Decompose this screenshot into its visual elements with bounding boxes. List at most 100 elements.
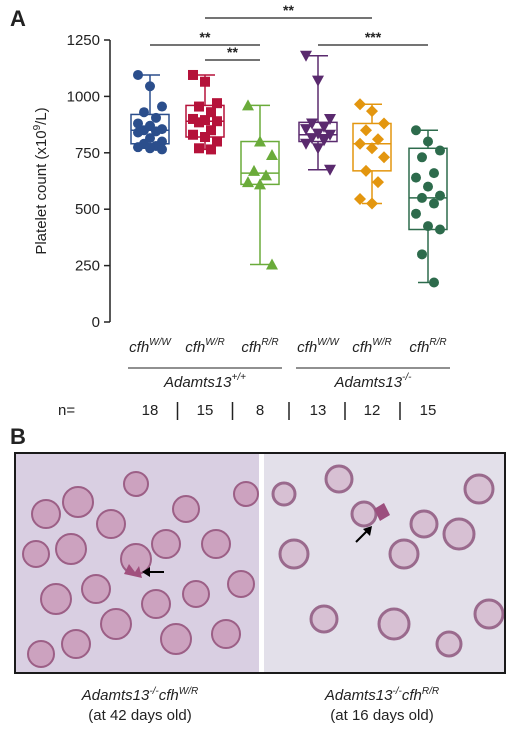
blood-smear-images <box>14 452 506 674</box>
data-point <box>157 144 167 155</box>
data-point <box>133 69 143 80</box>
data-point <box>254 135 266 147</box>
significance-label: ** <box>283 2 294 18</box>
group-label-base: cfh <box>241 339 261 356</box>
group-label: cfhW/W <box>129 337 172 356</box>
data-point <box>312 143 324 155</box>
genotype-label-sup: -/- <box>402 372 412 383</box>
data-point <box>242 99 254 111</box>
caption-right-sup2: R/R <box>421 686 440 697</box>
data-point <box>145 81 155 92</box>
data-point <box>366 142 378 155</box>
group-label-sup: W/W <box>149 337 172 348</box>
data-point <box>435 145 445 156</box>
group-label-sup: W/R <box>205 337 224 348</box>
y-tick-label: 500 <box>75 201 100 218</box>
data-point <box>206 125 216 136</box>
genotype-label: Adamts13-/- <box>334 372 413 391</box>
data-point <box>212 136 222 147</box>
data-point <box>194 143 204 154</box>
data-point <box>133 118 143 129</box>
y-tick-label: 750 <box>75 145 100 162</box>
panel-b-label: B <box>10 424 26 449</box>
caption-left-age: (at 42 days old) <box>88 707 192 724</box>
significance-label: ** <box>200 29 211 45</box>
data-point <box>360 164 372 177</box>
data-point <box>242 176 254 188</box>
group-label-base: cfh <box>352 339 372 356</box>
platelet-count-chart: 0 250 500 750 1000 1250 Platelet count (x109/L… <box>32 2 450 420</box>
data-point <box>200 115 210 126</box>
caption-right-gene: Adamts13 <box>324 687 393 704</box>
data-point <box>429 277 439 288</box>
data-point <box>212 116 222 127</box>
data-point <box>324 164 336 176</box>
n-count: 18 <box>142 402 159 419</box>
data-point <box>423 181 433 192</box>
data-point <box>435 190 445 201</box>
caption-right-mid: cfh <box>401 687 422 704</box>
group-label-sup: R/R <box>429 337 446 348</box>
n-count: 8 <box>256 402 264 419</box>
data-point <box>354 193 366 206</box>
data-point <box>411 172 421 183</box>
data-point <box>354 137 366 150</box>
data-point <box>312 128 324 140</box>
data-point <box>206 144 216 155</box>
data-point <box>212 98 222 109</box>
group-label-sup: W/W <box>317 337 340 348</box>
data-point <box>324 113 336 125</box>
data-point <box>417 249 427 260</box>
data-point <box>194 117 204 128</box>
box-iqr <box>240 140 280 186</box>
n-count: 12 <box>364 402 381 419</box>
data-point <box>429 168 439 179</box>
data-point <box>200 132 210 143</box>
genotype-label-base: Adamts13 <box>163 374 232 391</box>
n-count: 15 <box>420 402 437 419</box>
data-point <box>188 129 198 140</box>
data-point <box>417 192 427 203</box>
data-point <box>133 127 143 138</box>
data-point <box>200 76 210 87</box>
data-point <box>411 125 421 136</box>
group-label-base: cfh <box>297 339 317 356</box>
data-point <box>260 169 272 181</box>
data-point <box>354 98 366 111</box>
box-iqr <box>352 122 392 172</box>
group-label: cfhR/R <box>241 337 278 356</box>
y-tick-label: 250 <box>75 258 100 275</box>
data-point <box>300 138 312 150</box>
significance-label: ** <box>227 44 238 60</box>
caption-left-sup1: -/- <box>149 686 159 697</box>
caption-left-mid: cfh <box>158 687 179 704</box>
data-point <box>300 50 312 62</box>
group-label-base: cfh <box>129 339 149 356</box>
data-point <box>266 258 278 270</box>
data-point <box>133 142 143 153</box>
group-label-base: cfh <box>409 339 429 356</box>
genotype-label-base: Adamts13 <box>334 374 403 391</box>
data-point <box>145 143 155 154</box>
y-axis-label-sup: 9 <box>32 124 43 130</box>
data-point <box>411 208 421 219</box>
panel-a-label: A <box>10 6 26 31</box>
n-label: n= <box>58 402 75 419</box>
n-count: 15 <box>197 402 214 419</box>
genotype-label: Adamts13+/+ <box>163 372 246 391</box>
blood-smear-right <box>264 454 504 672</box>
box-iqr <box>298 121 338 143</box>
caption-left-sup2: W/R <box>178 686 199 697</box>
data-point <box>324 129 336 141</box>
group-label: cfhW/R <box>185 337 224 356</box>
data-point <box>366 197 378 210</box>
data-point <box>435 224 445 235</box>
group-label: cfhR/R <box>409 337 446 356</box>
data-point <box>312 75 324 87</box>
data-point <box>372 176 384 189</box>
group-label: cfhW/W <box>297 337 340 356</box>
caption-right-sup1: -/- <box>392 686 402 697</box>
y-tick-label: 1000 <box>67 88 100 105</box>
caption-right-age: (at 16 days old) <box>330 707 434 724</box>
data-point <box>366 105 378 118</box>
